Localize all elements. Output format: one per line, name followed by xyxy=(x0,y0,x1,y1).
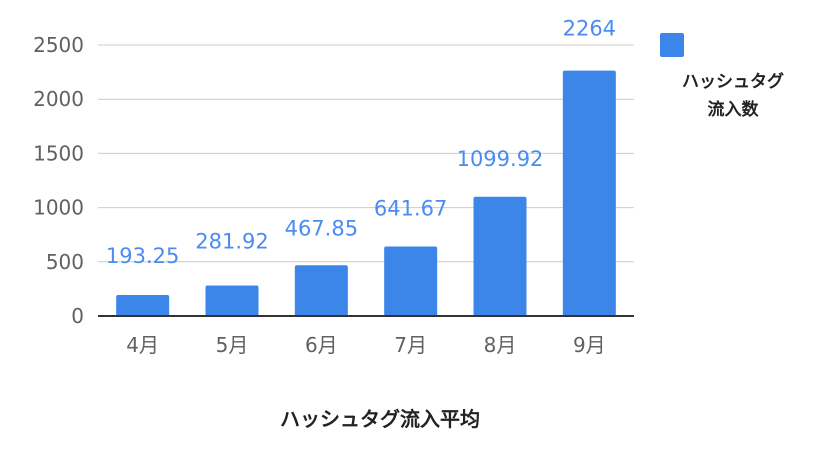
bar xyxy=(473,196,527,316)
y-tick-label: 0 xyxy=(71,304,84,328)
data-label: 281.92 xyxy=(195,229,268,253)
legend-label-line-2: 流入数 xyxy=(708,99,760,120)
x-tick-label: 8月 xyxy=(484,333,517,357)
y-tick-label: 1000 xyxy=(33,196,84,220)
legend-label-line-1: ハッシュタグ xyxy=(682,71,784,92)
y-tick-label: 2000 xyxy=(33,87,84,111)
bar xyxy=(384,246,438,316)
x-tick-label: 6月 xyxy=(305,333,338,357)
x-tick-label: 5月 xyxy=(216,333,249,357)
y-tick-label: 500 xyxy=(46,250,84,274)
data-label: 2264 xyxy=(563,17,616,41)
x-tick-label: 9月 xyxy=(573,333,606,357)
x-tick-label: 7月 xyxy=(394,333,427,357)
bars xyxy=(116,70,616,316)
data-label: 641.67 xyxy=(374,196,447,220)
data-label: 193.25 xyxy=(106,244,179,268)
bar xyxy=(205,285,259,316)
x-tick-label: 4月 xyxy=(126,333,159,357)
legend-swatch xyxy=(660,33,684,57)
bar xyxy=(562,70,616,316)
data-label: 467.85 xyxy=(285,216,358,240)
x-axis-ticks: 4月 5月 6月 7月 8月 9月 xyxy=(126,333,605,357)
chart-title: ハッシュタグ流入平均 xyxy=(280,407,480,431)
bar xyxy=(116,295,170,316)
bar xyxy=(294,265,348,316)
legend: ハッシュタグ 流入数 xyxy=(660,33,784,120)
y-tick-label: 2500 xyxy=(33,33,84,57)
data-labels: 193.25 281.92 467.85 641.67 1099.92 2264 xyxy=(106,17,616,268)
y-tick-label: 1500 xyxy=(33,141,84,165)
gridlines xyxy=(98,44,634,263)
y-axis-ticks: 0 500 1000 1500 2000 2500 xyxy=(33,33,84,328)
data-label: 1099.92 xyxy=(457,147,544,171)
